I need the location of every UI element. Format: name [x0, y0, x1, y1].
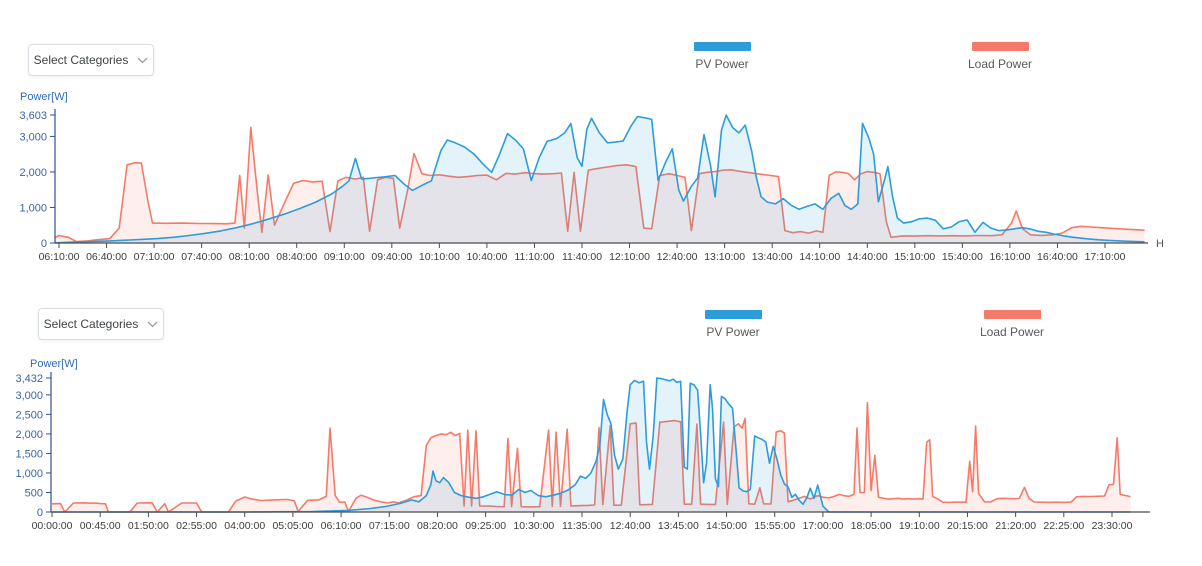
svg-text:04:00:00: 04:00:00 — [224, 520, 265, 532]
svg-text:12:10:00: 12:10:00 — [609, 251, 650, 263]
svg-text:02:55:00: 02:55:00 — [176, 520, 217, 532]
chevron-down-icon — [137, 57, 148, 63]
category-select-label: Select Categories — [33, 53, 129, 67]
svg-text:16:10:00: 16:10:00 — [989, 251, 1030, 263]
svg-text:10:30:00: 10:30:00 — [513, 520, 554, 532]
svg-text:09:40:00: 09:40:00 — [371, 251, 412, 263]
svg-text:12:40:00: 12:40:00 — [657, 251, 698, 263]
svg-text:15:40:00: 15:40:00 — [942, 251, 983, 263]
svg-text:20:15:00: 20:15:00 — [947, 520, 988, 532]
legend-label-pv: PV Power — [695, 57, 749, 71]
svg-text:16:40:00: 16:40:00 — [1037, 251, 1078, 263]
svg-text:2,000: 2,000 — [15, 429, 43, 441]
svg-text:0: 0 — [37, 507, 43, 519]
category-select-2[interactable]: Select Categories — [38, 308, 164, 340]
svg-text:06:40:00: 06:40:00 — [86, 251, 127, 263]
pv-load-area-chart-1: 3,603 3,000 2,000 1,000 006:10:00 06:40:00 07:… — [19, 91, 1164, 263]
svg-text:05:05:00: 05:05:00 — [272, 520, 313, 532]
svg-text:13:40:00: 13:40:00 — [752, 251, 793, 263]
svg-text:09:10:00: 09:10:00 — [324, 251, 365, 263]
pv-power-area — [55, 115, 1145, 243]
load-power-line — [54, 126, 1145, 243]
svg-text:07:15:00: 07:15:00 — [369, 520, 410, 532]
svg-text:11:40:00: 11:40:00 — [562, 251, 602, 263]
svg-text:06:10:00: 06:10:00 — [321, 520, 362, 532]
svg-text:17:10:00: 17:10:00 — [1085, 251, 1126, 263]
legend-swatch-load — [971, 42, 1029, 51]
category-select[interactable]: Select Categories — [28, 44, 154, 76]
y-axis-unit-label: Power[W] — [30, 358, 78, 370]
pv-load-area-chart-2: 3,432 3,000 2,500 2,000 1,500 1,000 500 000:00:… — [15, 358, 1150, 532]
svg-text:09:25:00: 09:25:00 — [465, 520, 506, 532]
category-select-label: Select Categories — [43, 317, 139, 331]
load-power-area — [55, 127, 1145, 243]
svg-text:3,000: 3,000 — [15, 390, 43, 402]
pv-power-line — [52, 377, 1131, 513]
svg-text:2,000: 2,000 — [19, 167, 47, 179]
svg-text:11:35:00: 11:35:00 — [562, 520, 602, 532]
legend-swatch-load — [983, 310, 1041, 319]
load-power-line — [51, 401, 1131, 513]
legend-item-pv-power[interactable]: PV Power — [666, 42, 778, 71]
svg-text:14:50:00: 14:50:00 — [706, 520, 747, 532]
svg-text:00:45:00: 00:45:00 — [80, 520, 121, 532]
svg-text:21:20:00: 21:20:00 — [995, 520, 1036, 532]
svg-text:15:55:00: 15:55:00 — [754, 520, 795, 532]
svg-text:13:10:00: 13:10:00 — [704, 251, 745, 263]
load-power-area — [52, 402, 1131, 512]
x-axis-end-label: H — [1156, 238, 1164, 250]
svg-text:0: 0 — [41, 238, 47, 250]
legend-swatch-pv — [704, 310, 762, 319]
svg-text:07:40:00: 07:40:00 — [181, 251, 222, 263]
pv-power-line — [54, 114, 1145, 244]
svg-text:3,603: 3,603 — [19, 110, 47, 122]
svg-text:18:05:00: 18:05:00 — [851, 520, 892, 532]
svg-text:14:40:00: 14:40:00 — [847, 251, 888, 263]
svg-text:19:10:00: 19:10:00 — [899, 520, 940, 532]
svg-text:22:25:00: 22:25:00 — [1043, 520, 1084, 532]
svg-text:01:50:00: 01:50:00 — [128, 520, 169, 532]
svg-text:2,500: 2,500 — [15, 409, 43, 421]
legend-item-load-power-2[interactable]: Load Power — [956, 310, 1068, 339]
svg-text:1,000: 1,000 — [15, 468, 43, 480]
svg-text:17:00:00: 17:00:00 — [802, 520, 843, 532]
svg-text:06:10:00: 06:10:00 — [39, 251, 80, 263]
legend-item-pv-power-2[interactable]: PV Power — [677, 310, 789, 339]
legend-label-pv: PV Power — [706, 325, 760, 339]
svg-text:12:40:00: 12:40:00 — [610, 520, 651, 532]
y-axis-unit-label: Power[W] — [20, 91, 68, 103]
svg-text:15:10:00: 15:10:00 — [894, 251, 935, 263]
svg-text:10:10:00: 10:10:00 — [419, 251, 460, 263]
legend-item-load-power[interactable]: Load Power — [944, 42, 1056, 71]
svg-text:10:40:00: 10:40:00 — [466, 251, 507, 263]
legend-swatch-pv — [693, 42, 751, 51]
legend-label-load: Load Power — [979, 325, 1045, 339]
pv-power-area — [52, 378, 1131, 512]
svg-text:500: 500 — [25, 487, 43, 499]
svg-text:00:00:00: 00:00:00 — [32, 520, 73, 532]
svg-text:14:10:00: 14:10:00 — [799, 251, 840, 263]
legend-label-load: Load Power — [967, 57, 1033, 71]
svg-text:07:10:00: 07:10:00 — [134, 251, 175, 263]
svg-text:11:10:00: 11:10:00 — [514, 251, 554, 263]
svg-text:08:10:00: 08:10:00 — [229, 251, 270, 263]
svg-text:13:45:00: 13:45:00 — [658, 520, 699, 532]
chevron-down-icon — [147, 321, 158, 327]
svg-text:1,500: 1,500 — [15, 448, 43, 460]
svg-text:1,000: 1,000 — [19, 202, 47, 214]
svg-text:23:30:00: 23:30:00 — [1092, 520, 1133, 532]
svg-text:3,432: 3,432 — [15, 373, 43, 385]
svg-text:3,000: 3,000 — [19, 131, 47, 143]
svg-text:08:20:00: 08:20:00 — [417, 520, 458, 532]
svg-text:08:40:00: 08:40:00 — [276, 251, 317, 263]
